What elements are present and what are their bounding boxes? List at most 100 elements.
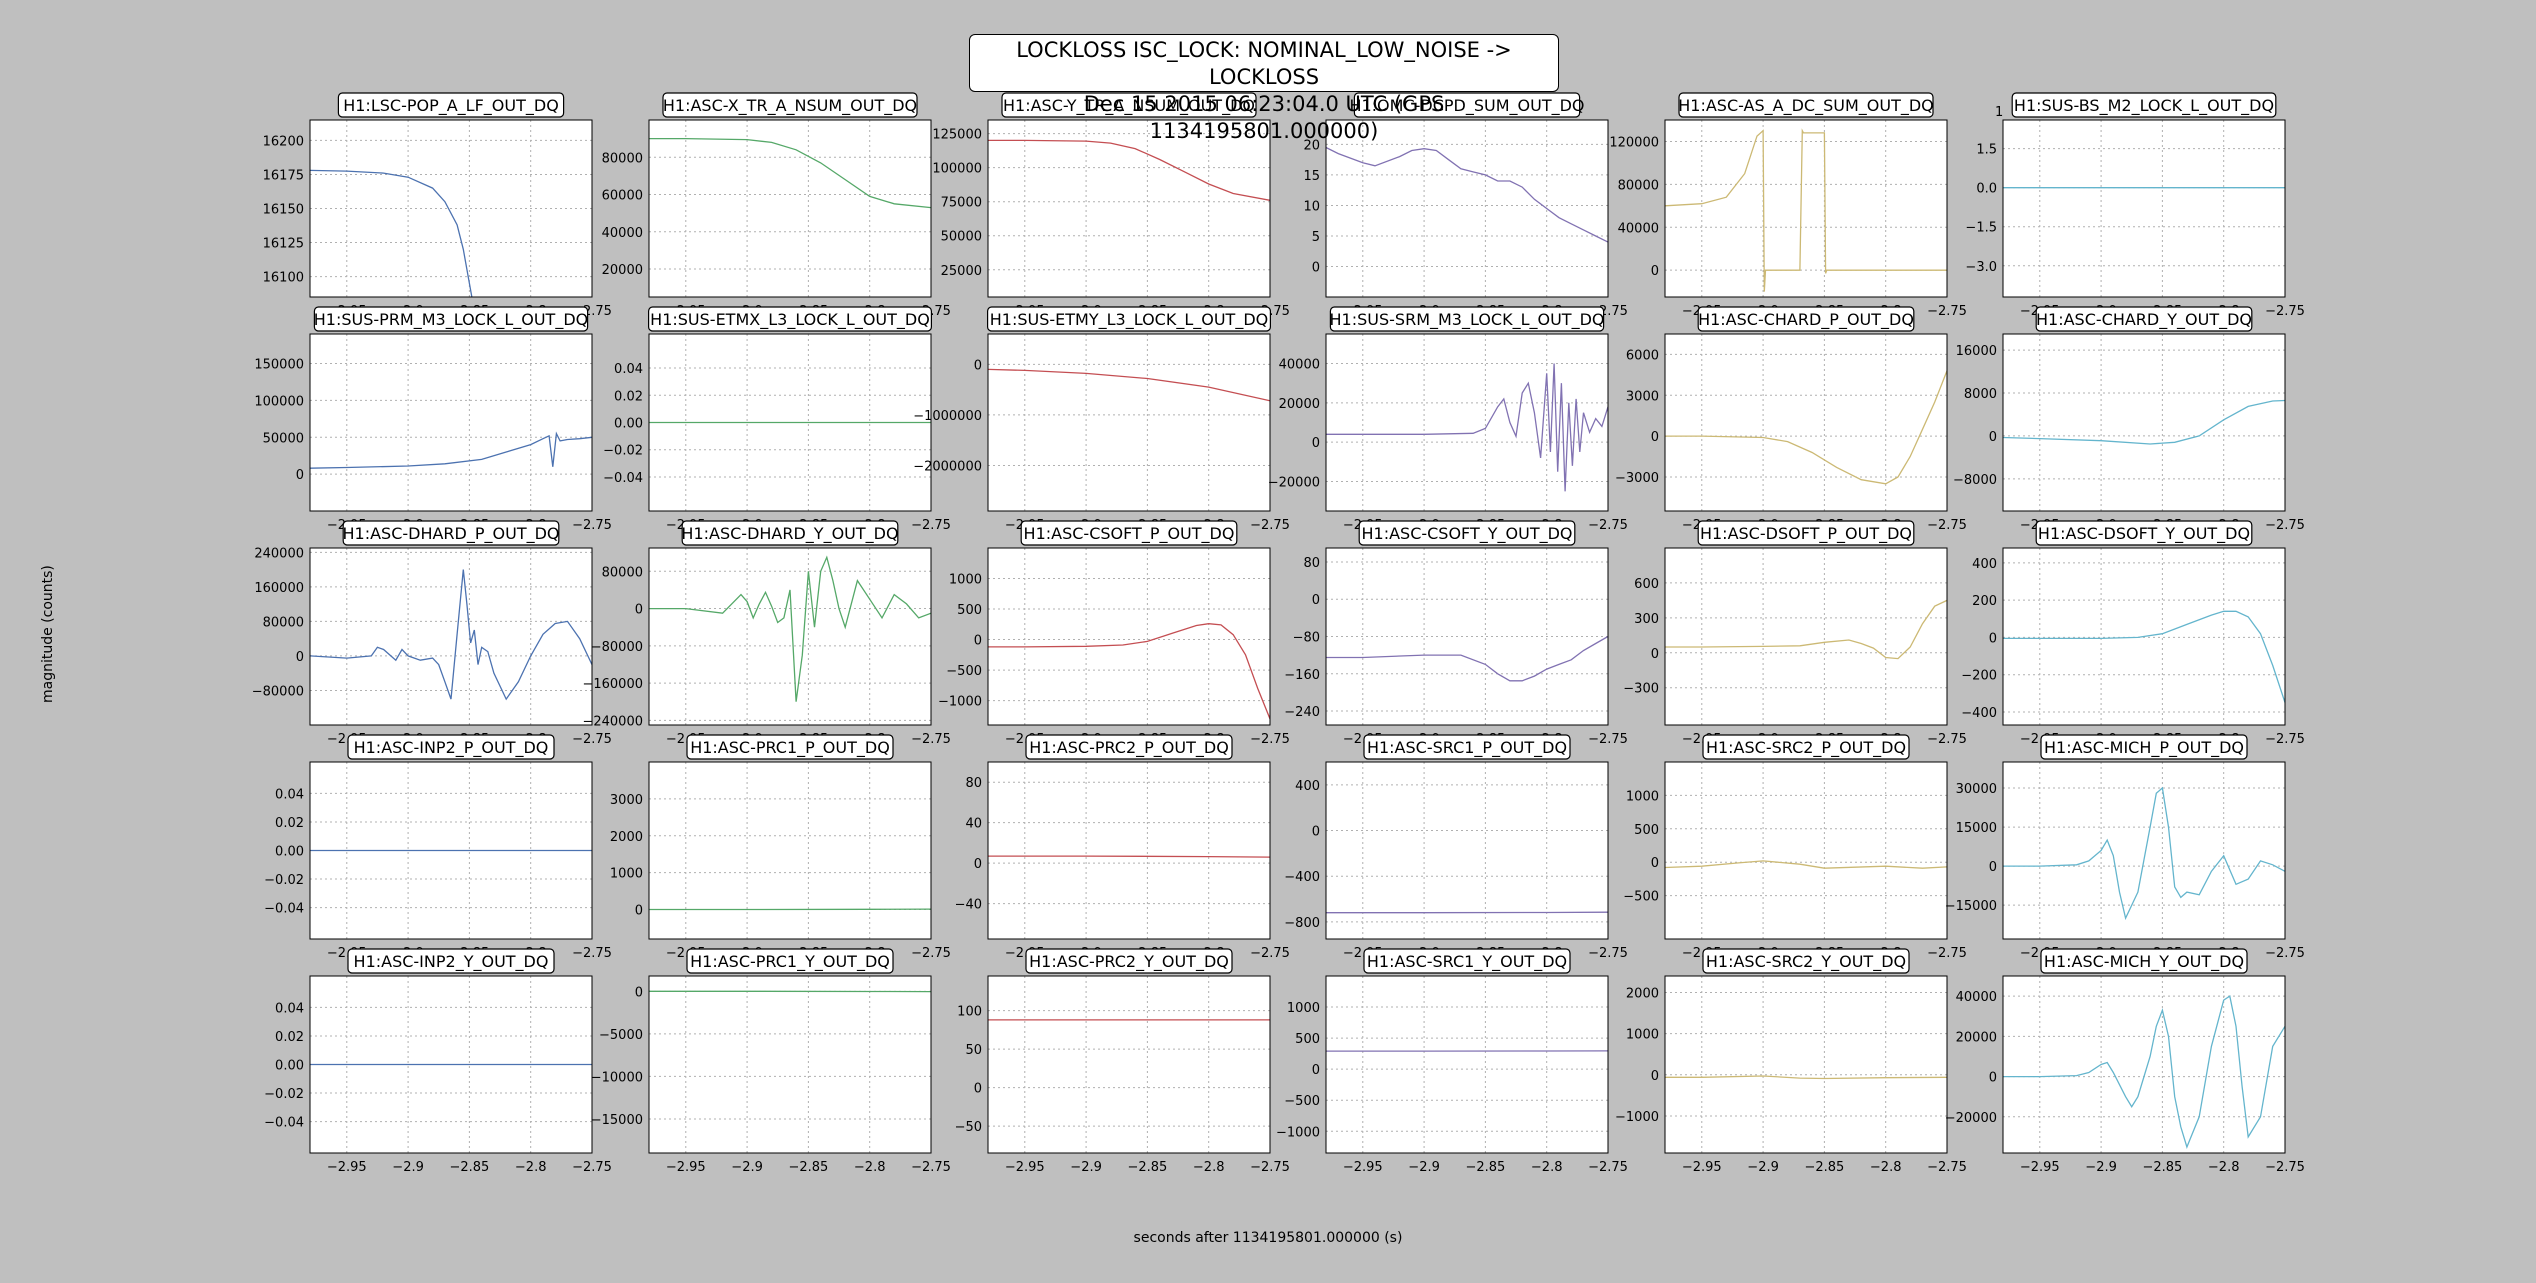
subplot-title: H1:ASC-SRC1_Y_OUT_DQ <box>1367 952 1567 972</box>
x-tick-label: −2.9 <box>392 1160 424 1175</box>
y-tick-label: 2000 <box>1626 986 1659 1001</box>
x-tick-label: −2.75 <box>1927 518 1967 533</box>
series-line <box>1326 363 1608 492</box>
y-tick-label: 100000 <box>254 394 304 409</box>
series-line <box>2003 786 2285 921</box>
subplot-title-box <box>2040 948 2248 974</box>
series-line <box>649 137 931 209</box>
axes-frame <box>648 333 932 512</box>
y-tick-label: 40000 <box>1279 358 1320 373</box>
plot-area <box>649 548 931 725</box>
subplot-title-box <box>1329 306 1605 332</box>
subplot: −2.95 −2.9 −2.85 −2.8 −2.75 −15000 −10000 −5000… <box>591 948 951 1175</box>
y-tick-label: 2000 <box>610 830 643 845</box>
y-tick-label: −300 <box>1623 682 1659 697</box>
series-line <box>310 169 473 297</box>
y-tick-label: 16150 <box>263 203 304 218</box>
y-tick-label: 0 <box>1651 856 1659 871</box>
y-tick-label: −1000 <box>938 695 982 710</box>
subplot-title-box <box>686 948 894 974</box>
subplot-title: H1:SUS-SRM_M3_LOCK_L_OUT_DQ <box>1330 310 1605 330</box>
x-tick-label: −2.75 <box>2265 732 2305 747</box>
y-tick-label: −400 <box>1284 870 1320 885</box>
y-tick-label: 1000 <box>1287 1001 1320 1016</box>
x-tick-label: −2.85 <box>1465 1160 1505 1175</box>
y-tick-label: 500 <box>1634 823 1659 838</box>
y-tick-label: 0 <box>296 650 304 665</box>
axes-frame <box>987 119 1271 298</box>
y-tick-label: 1000 <box>1626 1028 1659 1043</box>
subplot-title: H1:SUS-ETMY_L3_LOCK_L_OUT_DQ <box>990 310 1268 330</box>
y-tick-label: 3000 <box>610 793 643 808</box>
subplot: −2.95 −2.9 −2.85 −2.8 −2.75 −0.04 −0.02 0.00 0.0… <box>264 948 612 1175</box>
x-tick-label: −2.75 <box>572 518 612 533</box>
y-tick-label: −800 <box>1284 916 1320 931</box>
subplot-title-box <box>2035 306 2253 332</box>
x-tick-label: −2.85 <box>449 1160 489 1175</box>
x-tick-label: −2.9 <box>2085 1160 2117 1175</box>
y-tick-label: 80000 <box>602 565 643 580</box>
series-line <box>1326 635 1608 682</box>
x-tick-label: −2.95 <box>1005 1160 1045 1175</box>
y-tick-label: 5 <box>1312 230 1320 245</box>
y-tick-label: −20000 <box>1268 476 1320 491</box>
axes-frame <box>987 761 1271 940</box>
y-tick-label: 16100 <box>263 271 304 286</box>
x-tick-label: −2.95 <box>2020 1160 2060 1175</box>
plot-area <box>988 548 1270 725</box>
subplot: −2.95 −2.9 −2.85 −2.8 −2.75 −1000 0 1000 2000 H1:… <box>1615 948 1967 1175</box>
y-tick-label: 1000 <box>1626 789 1659 804</box>
x-tick-label: −2.8 <box>2208 1160 2240 1175</box>
plot-area <box>1665 976 1947 1153</box>
y-tick-label: 0 <box>1651 264 1659 279</box>
subplot-title-box <box>1001 92 1257 118</box>
y-tick-label: 500 <box>1295 1032 1320 1047</box>
series-line <box>2003 399 2285 445</box>
y-tick-label: 0 <box>1312 825 1320 840</box>
y-tick-label: 120000 <box>1609 135 1659 150</box>
y-tick-label: 0 <box>1989 860 1997 875</box>
y-tick-label: 0 <box>635 985 643 1000</box>
y-tick-label: 0.04 <box>275 787 304 802</box>
subplot: −2.95−2.9−2.85−2.8−2.75−3000030006000H1:… <box>1615 306 1967 533</box>
series-line <box>310 569 592 701</box>
subplot-title: H1:ASC-CSOFT_Y_OUT_DQ <box>1361 524 1572 544</box>
y-tick-label: −1.5 <box>1965 221 1997 236</box>
x-tick-label: −2.8 <box>1870 1160 1902 1175</box>
axes-frame <box>2002 975 2286 1154</box>
y-tick-label: 0.02 <box>275 816 304 831</box>
y-tick-label: −160000 <box>582 677 643 692</box>
subplot: −2.95−2.9−2.85−2.8−2.75−80000800016000H1… <box>1953 306 2305 533</box>
subplot: −2.95−2.9−2.85−2.8−2.75−400−2000200400H1… <box>1961 520 2305 747</box>
x-tick-label: −2.75 <box>1588 518 1628 533</box>
y-tick-label: −15000 <box>1945 899 1997 914</box>
x-tick-label: −2.85 <box>1127 1160 1167 1175</box>
subplot-title: H1:ASC-INP2_Y_OUT_DQ <box>354 952 549 972</box>
y-tick-label: 160000 <box>254 581 304 596</box>
figure-title-line1: LOCKLOSS ISC_LOCK: NOMINAL_LOW_NOISE -> … <box>1016 38 1512 89</box>
y-tick-label: 0.02 <box>275 1030 304 1045</box>
x-tick-label: −2.75 <box>1250 732 1290 747</box>
y-tick-label: 80000 <box>263 615 304 630</box>
subplot-title-box <box>347 948 555 974</box>
x-tick-label: −2.75 <box>1588 732 1628 747</box>
subplot-title: H1:ASC-CHARD_Y_OUT_DQ <box>2036 310 2252 330</box>
y-tick-label: 60000 <box>602 189 643 204</box>
y-tick-label: −200 <box>1961 669 1997 684</box>
axes-frame <box>309 547 593 726</box>
subplot-title: H1:SUS-BS_M2_LOCK_L_OUT_DQ <box>2014 96 2274 116</box>
y-tick-label: 80 <box>965 776 982 791</box>
subplot-title: H1:ASC-MICH_Y_OUT_DQ <box>2044 952 2244 972</box>
plot-area <box>310 334 592 511</box>
y-tick-label: 0 <box>1651 1069 1659 1084</box>
axes-frame <box>2002 547 2286 726</box>
axes-frame <box>2002 333 2286 512</box>
y-tick-label: 0 <box>1989 430 1997 445</box>
y-tick-label: 0.04 <box>275 1001 304 1016</box>
y-tick-label: 40000 <box>602 226 643 241</box>
y-tick-label: 0 <box>1651 647 1659 662</box>
subplot: −2.95−2.9−2.85−2.8−2.7505000010000015000… <box>254 306 612 533</box>
y-tick-label: 0.0 <box>1976 182 1997 197</box>
y-tick-label: −80000 <box>252 684 304 699</box>
y-tick-label: 16125 <box>263 237 304 252</box>
